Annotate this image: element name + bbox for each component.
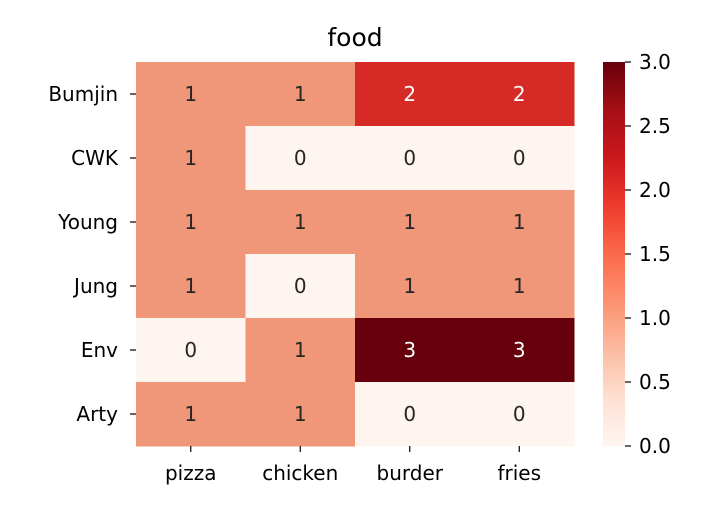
- x-tick-label: pizza: [165, 461, 217, 485]
- y-tick-label: Jung: [72, 274, 118, 298]
- heatmap-cells: 1 1 2 2 1 0 0 0 1 1 1 1 1 0 1 1 0 1 3 3 1 1 0 0: [136, 62, 575, 447]
- cell-value-label: 1: [513, 210, 526, 234]
- cell-value-label: 0: [403, 402, 416, 426]
- x-axis: pizza chicken burder fries: [165, 446, 541, 485]
- heatmap-cell: [355, 190, 465, 255]
- cell-value-label: 1: [294, 82, 307, 106]
- heatmap-cell: [245, 126, 356, 191]
- cell-value-label: 2: [403, 82, 416, 106]
- y-tick-label: CWK: [71, 146, 119, 170]
- y-axis: Bumjin CWK Young Jung Env Arty: [48, 82, 136, 426]
- heatmap-cell: [464, 62, 575, 127]
- cell-value-label: 1: [403, 274, 416, 298]
- heatmap-cell: [245, 190, 356, 255]
- colorbar: 0.0 0.5 1.0 1.5 2.0 2.5 3.0: [603, 50, 671, 458]
- cell-value-label: 3: [403, 338, 416, 362]
- heatmap-cell: [136, 254, 246, 319]
- cell-value-label: 0: [184, 338, 197, 362]
- colorbar-tick-label: 0.5: [639, 370, 671, 394]
- heatmap-cell: [136, 318, 246, 383]
- heatmap-cell: [245, 62, 356, 127]
- y-tick-label: Env: [81, 338, 118, 362]
- heatmap-cell: [355, 254, 465, 319]
- heatmap-cell: [136, 190, 246, 255]
- x-tick-label: burder: [377, 461, 444, 485]
- colorbar-gradient: [603, 62, 625, 446]
- colorbar-tick-label: 0.0: [639, 434, 671, 458]
- y-tick-label: Arty: [76, 402, 118, 426]
- cell-value-label: 1: [403, 210, 416, 234]
- cell-value-label: 1: [184, 146, 197, 170]
- cell-value-label: 1: [513, 274, 526, 298]
- heatmap-cell: [464, 126, 575, 191]
- cell-value-label: 1: [294, 210, 307, 234]
- cell-value-label: 0: [294, 274, 307, 298]
- heatmap-cell: [464, 318, 575, 383]
- heatmap-cell: [464, 382, 575, 447]
- y-tick-label: Young: [57, 210, 118, 234]
- heatmap-cell: [355, 382, 465, 447]
- cell-value-label: 0: [403, 146, 416, 170]
- heatmap-cell: [245, 254, 356, 319]
- heatmap-cell: [355, 318, 465, 383]
- x-tick-label: fries: [497, 461, 541, 485]
- chart-title: food: [327, 23, 382, 52]
- y-tick-label: Bumjin: [48, 82, 118, 106]
- colorbar-tick-label: 2.0: [639, 178, 671, 202]
- cell-value-label: 1: [184, 82, 197, 106]
- colorbar-tick-label: 3.0: [639, 50, 671, 74]
- colorbar-tick-label: 1.0: [639, 306, 671, 330]
- x-tick-label: chicken: [262, 461, 338, 485]
- heatmap-cell: [464, 254, 575, 319]
- colorbar-tick-label: 2.5: [639, 114, 671, 138]
- heatmap-cell: [355, 62, 465, 127]
- cell-value-label: 1: [294, 338, 307, 362]
- heatmap-cell: [136, 62, 246, 127]
- cell-value-label: 0: [513, 146, 526, 170]
- cell-value-label: 3: [513, 338, 526, 362]
- cell-value-label: 2: [513, 82, 526, 106]
- cell-value-label: 1: [184, 274, 197, 298]
- heatmap-cell: [245, 382, 356, 447]
- colorbar-tick-label: 1.5: [639, 242, 671, 266]
- cell-value-label: 1: [184, 402, 197, 426]
- heatmap-cell: [136, 126, 246, 191]
- heatmap-cell: [136, 382, 246, 447]
- cell-value-label: 0: [294, 146, 307, 170]
- heatmap-cell: [245, 318, 356, 383]
- cell-value-label: 0: [513, 402, 526, 426]
- cell-value-label: 1: [184, 210, 197, 234]
- heatmap-cell: [464, 190, 575, 255]
- cell-value-label: 1: [294, 402, 307, 426]
- heatmap-cell: [355, 126, 465, 191]
